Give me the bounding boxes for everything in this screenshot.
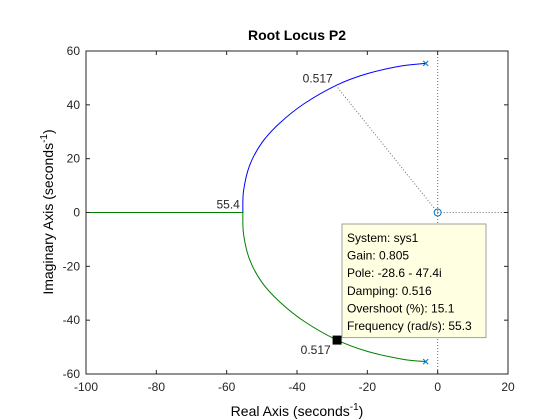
datatip-line-1: System: sys1 [347, 231, 419, 245]
pole-zero-markers [332, 60, 442, 365]
frequency-label: 55.4 [216, 198, 240, 212]
pole-marker-1[interactable] [422, 60, 429, 67]
pole-stroke-b [422, 358, 429, 365]
chart-title: Root Locus P2 [248, 27, 346, 43]
x-axis-title: Real Axis (seconds-1) [231, 402, 364, 419]
y-axis-title-close: ) [40, 129, 56, 134]
y-tick-label: -60 [63, 367, 81, 381]
x-axis-title-main: Real Axis (seconds [231, 403, 350, 419]
y-axis-title-main: Imaginary Axis (seconds [40, 143, 56, 295]
x-axis-ticks: -100 -80 -60 -40 -20 0 20 [74, 51, 515, 394]
y-tick-label: 60 [67, 44, 81, 58]
datatip-line-4: Damping: 0.516 [347, 284, 432, 298]
damping-label-upper: 0.517 [303, 71, 333, 85]
damping-label-lower: 0.517 [301, 343, 331, 357]
annotations: 0.517 55.4 0.517 [216, 71, 333, 357]
y-axis-title-exponent: -1 [39, 134, 50, 143]
pole-stroke-b [422, 60, 429, 67]
x-tick-label: -40 [288, 380, 306, 394]
datatip-line-2: Gain: 0.805 [347, 249, 409, 263]
datatip-line-3: Pole: -28.6 - 47.4i [347, 266, 442, 280]
y-tick-label: -20 [63, 259, 81, 273]
y-axis-ticks: -60 -40 -20 0 20 40 60 [63, 44, 508, 381]
y-tick-label: 40 [67, 98, 81, 112]
datatip[interactable]: System: sys1 Gain: 0.805 Pole: -28.6 - 47.… [341, 223, 487, 339]
y-axis-title: Imaginary Axis (seconds-1) [39, 129, 56, 294]
y-tick-label: 20 [67, 152, 81, 166]
datatip-box[interactable] [341, 223, 487, 339]
x-tick-label: 0 [434, 380, 441, 394]
x-axis-title-exponent: -1 [350, 402, 359, 413]
y-tick-label: 0 [73, 206, 80, 220]
x-tick-label: -60 [218, 380, 236, 394]
pole-marker-2[interactable] [422, 358, 429, 365]
x-tick-label: -20 [359, 380, 377, 394]
y-tick-label: -40 [63, 313, 81, 327]
x-tick-label: -80 [148, 380, 166, 394]
datatip-line-5: Overshoot (%): 15.1 [347, 301, 455, 315]
zero-marker-1[interactable] [433, 208, 442, 217]
locus-branch-2[interactable] [86, 212, 426, 363]
selected-point-marker[interactable] [332, 335, 342, 345]
x-axis-title-close: ) [359, 403, 364, 419]
x-tick-label: -100 [74, 380, 98, 394]
locus-branches [86, 62, 426, 363]
datatip-line-6: Frequency (rad/s): 55.3 [347, 319, 472, 333]
locus-branch-1[interactable] [86, 62, 426, 213]
x-tick-label: 20 [501, 380, 515, 394]
